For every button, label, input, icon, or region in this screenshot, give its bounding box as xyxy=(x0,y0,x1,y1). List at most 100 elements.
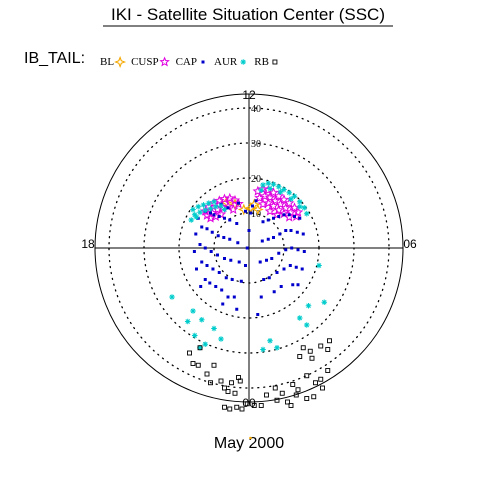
point-aur xyxy=(296,199,303,205)
angle-label-top: 12 xyxy=(242,88,256,102)
point-cap xyxy=(220,288,224,292)
radial-tick-labels: 10 20 30 40 xyxy=(251,104,261,220)
point-aur xyxy=(281,186,287,193)
legend-label-bl: BL xyxy=(100,56,114,68)
point-aur xyxy=(301,204,308,211)
point-cap xyxy=(244,209,247,213)
point-cusp xyxy=(215,208,227,219)
point-rb xyxy=(325,347,331,352)
point-cap xyxy=(217,215,221,218)
point-cusp xyxy=(268,187,279,198)
series-rb xyxy=(187,338,332,412)
point-cap xyxy=(229,258,233,262)
point-cap xyxy=(228,218,232,222)
point-cap xyxy=(226,295,230,299)
point-cap xyxy=(291,283,295,287)
point-cap xyxy=(212,213,216,217)
point-cap xyxy=(222,236,226,239)
point-aur xyxy=(211,199,217,205)
point-cap xyxy=(208,281,212,285)
point-cap xyxy=(295,230,299,234)
point-cap xyxy=(258,260,262,264)
point-rb xyxy=(318,376,324,382)
point-rb xyxy=(309,355,315,361)
point-aur xyxy=(275,183,282,190)
point-aur xyxy=(190,308,196,314)
point-rb xyxy=(204,371,210,377)
point-rb xyxy=(264,392,269,398)
point-cap xyxy=(200,260,204,264)
point-cap xyxy=(267,276,271,280)
point-aur xyxy=(193,214,200,220)
point-cap xyxy=(205,264,209,267)
point-aur xyxy=(211,325,217,332)
point-cap xyxy=(217,271,221,274)
point-rb xyxy=(218,378,224,384)
point-aur xyxy=(218,336,224,342)
point-rb xyxy=(297,354,303,359)
point-cusp xyxy=(278,194,290,205)
point-cap xyxy=(279,285,283,288)
point-cusp xyxy=(200,205,211,216)
point-cap xyxy=(272,236,275,239)
point-aur xyxy=(188,217,195,223)
point-rb xyxy=(211,362,217,368)
point-rb xyxy=(225,389,231,394)
point-aur xyxy=(218,203,224,209)
point-cap xyxy=(272,216,275,220)
point-rb xyxy=(239,406,245,412)
point-rb xyxy=(258,403,264,408)
point-cap xyxy=(244,264,247,267)
point-cap xyxy=(300,267,304,271)
point-aur xyxy=(202,207,209,213)
point-aur xyxy=(197,209,203,216)
point-aur xyxy=(260,182,266,188)
point-cap xyxy=(260,239,264,243)
point-cap xyxy=(296,248,300,252)
region-label: IB_TAIL: xyxy=(24,50,85,67)
point-rb xyxy=(304,373,310,379)
point-cap xyxy=(289,229,293,232)
point-aur xyxy=(184,318,191,325)
point-aur xyxy=(258,187,265,194)
footer-dot-icon xyxy=(249,436,252,440)
point-bl xyxy=(237,203,250,216)
point-rb xyxy=(237,378,243,384)
footer-date: May 2000 xyxy=(214,435,284,452)
point-cap xyxy=(284,248,288,252)
point-cap xyxy=(277,215,281,218)
point-rb xyxy=(304,396,310,401)
point-rb xyxy=(327,338,332,344)
point-aur xyxy=(321,299,328,306)
point-aur xyxy=(190,206,196,213)
point-cap xyxy=(192,250,196,253)
point-cusp xyxy=(228,203,239,215)
point-aur xyxy=(267,337,273,344)
point-cap xyxy=(228,237,232,241)
point-rb xyxy=(311,394,317,400)
point-cap xyxy=(282,213,286,217)
point-aur xyxy=(296,203,303,210)
point-aur xyxy=(274,344,280,351)
angle-label-left: 18 xyxy=(81,237,95,251)
point-cap xyxy=(237,260,241,264)
point-cap xyxy=(287,213,291,217)
point-cap xyxy=(209,250,213,253)
point-rb xyxy=(285,399,290,405)
point-cusp xyxy=(284,211,295,222)
point-aur xyxy=(286,189,293,196)
point-cusp xyxy=(280,202,291,213)
point-rb xyxy=(232,390,238,396)
point-cap xyxy=(239,279,243,283)
point-cap xyxy=(290,246,294,250)
point-cap xyxy=(256,313,260,316)
point-cap xyxy=(198,243,202,246)
point-bl xyxy=(251,203,264,216)
point-cap xyxy=(247,229,251,232)
point-cap xyxy=(249,211,253,215)
point-aur xyxy=(296,315,303,321)
point-cusp xyxy=(285,206,297,217)
point-aur xyxy=(288,196,294,202)
point-cap xyxy=(296,283,300,287)
point-rb xyxy=(318,343,324,349)
